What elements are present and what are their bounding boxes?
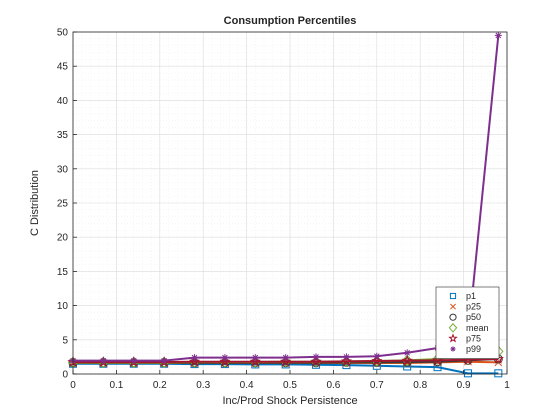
data-point-p99 xyxy=(251,354,259,362)
x-tick-label: 0.4 xyxy=(240,380,254,391)
legend-marker-p75 xyxy=(448,333,458,343)
data-point-p99 xyxy=(342,353,350,361)
legend-label-p99: p99 xyxy=(466,344,481,354)
legend-label-mean: mean xyxy=(466,323,489,333)
data-point-p99 xyxy=(191,354,199,362)
data-point-p75 xyxy=(371,355,383,366)
legend-item-mean: mean xyxy=(448,322,489,333)
data-point-p75 xyxy=(249,355,261,367)
legend-label-p75: p75 xyxy=(466,333,481,343)
y-tick-label: 35 xyxy=(57,130,69,141)
data-point-p99 xyxy=(373,352,381,360)
y-tick-label: 10 xyxy=(57,301,69,312)
y-tick-label: 15 xyxy=(57,267,69,278)
data-point-p99 xyxy=(160,357,168,365)
data-point-p99 xyxy=(494,31,502,39)
x-tick-label: 0 xyxy=(70,380,76,391)
data-point-mean xyxy=(402,354,413,367)
legend-item-p50: p50 xyxy=(449,312,481,322)
series-layer xyxy=(67,31,504,378)
legend-marker-p99 xyxy=(450,346,456,352)
x-tick-label: 0.6 xyxy=(326,380,340,391)
data-point-p99 xyxy=(403,349,411,357)
y-tick-label: 45 xyxy=(57,62,69,73)
data-point-p75 xyxy=(188,355,201,367)
legend-label-p25: p25 xyxy=(466,302,481,312)
legend-marker-p1 xyxy=(449,292,457,300)
legend-label-p50: p50 xyxy=(466,312,481,322)
legend-item-p75: p75 xyxy=(448,333,481,343)
data-point-p99 xyxy=(130,357,138,365)
x-tick-label: 0.5 xyxy=(283,380,297,391)
legend-item-p25: p25 xyxy=(450,302,481,312)
x-tick-label: 1 xyxy=(504,380,510,391)
x-tick-label: 0.9 xyxy=(457,380,471,391)
x-tick-label: 0.7 xyxy=(370,380,384,391)
chart-title: Consumption Percentiles xyxy=(224,15,357,27)
data-point-p99 xyxy=(99,357,107,365)
legend-box xyxy=(435,286,500,359)
y-axis-ticks: 0 5 10 15 20 25 30 35 40 45 50 xyxy=(57,28,77,381)
data-point-p1 xyxy=(463,369,472,378)
series-line-p75 xyxy=(73,357,499,364)
series-p99 xyxy=(69,31,502,365)
legend-item-p99: p99 xyxy=(450,344,481,354)
data-point-p1 xyxy=(494,369,503,378)
y-tick-label: 30 xyxy=(57,164,69,175)
y-tick-label: 25 xyxy=(57,199,69,210)
legend-marker-p50 xyxy=(449,313,457,321)
y-tick-label: 5 xyxy=(62,335,68,346)
plot-area: 0 0.1 0.2 0.3 0.4 0.5 0.6 0.7 0.8 0.9 1 0 5 10 15 20 25… xyxy=(57,28,510,392)
x-tick-label: 0.1 xyxy=(109,380,123,391)
y-tick-label: 50 xyxy=(57,28,69,39)
y-tick-label: 0 xyxy=(62,370,68,381)
y-tick-label: 40 xyxy=(57,96,69,107)
x-axis-ticks: 0 0.1 0.2 0.3 0.4 0.5 0.6 0.7 0.8 0.9 1 xyxy=(70,370,510,391)
x-tick-label: 0.3 xyxy=(196,380,210,391)
x-tick-label: 0.8 xyxy=(413,380,427,391)
data-point-p75 xyxy=(401,354,413,366)
data-point-p75 xyxy=(340,355,353,367)
data-point-p99 xyxy=(221,354,229,362)
x-axis-label: Inc/Prod Shock Persistence xyxy=(222,395,357,407)
legend-item-p1: p1 xyxy=(449,291,476,301)
legend-marker-mean xyxy=(448,322,458,333)
legend-marker-p25 xyxy=(450,303,456,310)
data-point-p75 xyxy=(219,355,231,367)
data-point-p99 xyxy=(312,353,320,361)
data-point-p75 xyxy=(280,355,292,367)
y-tick-label: 20 xyxy=(57,233,69,244)
y-axis-label: C Distribution xyxy=(29,170,41,236)
legend-label-p1: p1 xyxy=(466,291,476,301)
data-point-p75 xyxy=(310,355,322,367)
x-tick-label: 0.2 xyxy=(153,380,167,391)
data-point-p99 xyxy=(282,354,290,362)
